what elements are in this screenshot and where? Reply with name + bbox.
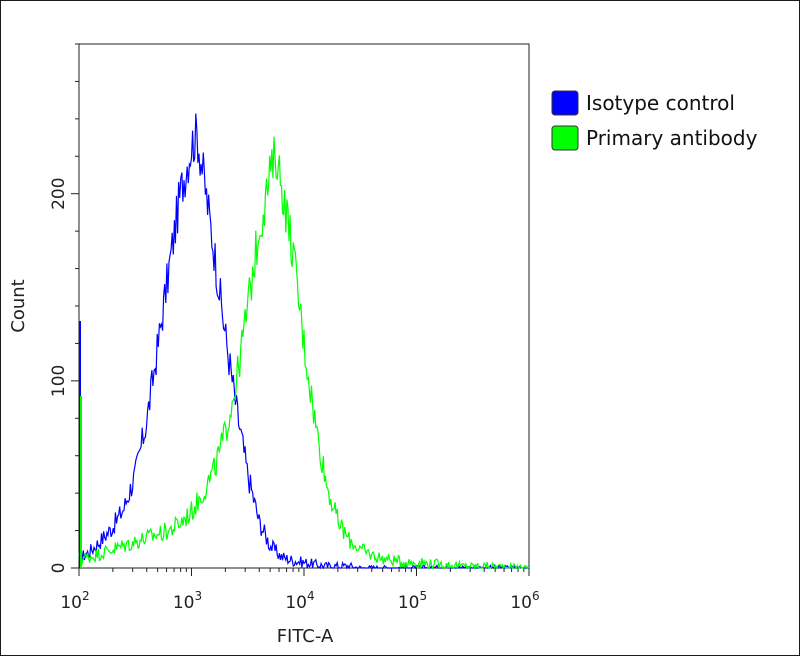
series-layer (78, 113, 530, 570)
x-tick-label: 106 (510, 589, 539, 613)
x-tick-label: 104 (285, 589, 314, 613)
legend: Isotype control Primary antibody (551, 90, 758, 151)
y-axis-title: Count (8, 279, 29, 332)
legend-label: Isotype control (586, 91, 735, 115)
y-tick-label: 0 (49, 563, 69, 574)
x-axis-title: FITC-A (277, 626, 334, 647)
plot-area (78, 43, 530, 569)
y-tick-label: 200 (49, 177, 69, 209)
x-tick-label: 105 (398, 589, 427, 613)
ticks-layer: 102 103 104 105 106 0 100 200 (49, 43, 540, 613)
legend-label: Primary antibody (586, 126, 758, 150)
series-line-primary-antibody (78, 136, 530, 570)
legend-swatch (551, 90, 579, 116)
legend-swatch (551, 125, 579, 151)
x-tick-label: 102 (60, 589, 89, 613)
y-tick-label: 100 (49, 365, 69, 397)
x-tick-label: 103 (173, 589, 202, 613)
